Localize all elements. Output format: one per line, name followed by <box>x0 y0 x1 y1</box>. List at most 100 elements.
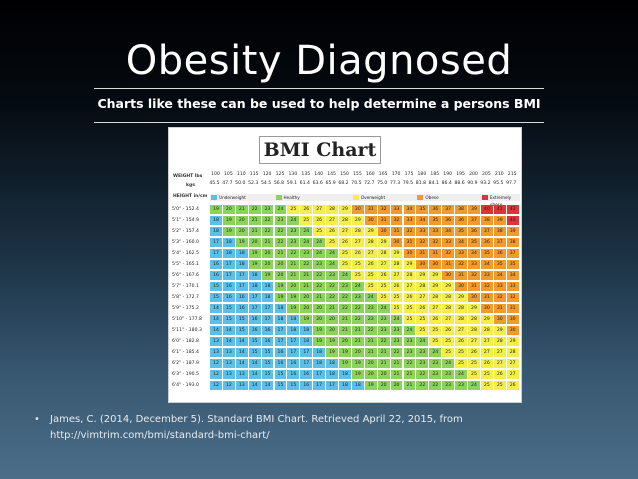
bmi-cell: 14 <box>210 315 222 324</box>
bmi-cell: 19 <box>248 260 261 269</box>
bmi-cell: 16 <box>235 304 248 313</box>
bmi-cell: 26 <box>339 238 351 247</box>
bmi-cell: 25 <box>390 304 403 313</box>
bmi-cell: 21 <box>364 337 377 346</box>
bmi-cell: 34 <box>442 227 455 236</box>
bmi-cell: 33 <box>403 216 416 225</box>
bmi-cell: 36 <box>429 205 442 214</box>
bmi-cell: 33 <box>429 227 442 236</box>
title-divider-bottom <box>94 122 544 123</box>
height-label-cell: 5'7" - 170.1 <box>172 284 199 289</box>
bmi-cell: 20 <box>261 260 274 269</box>
bmi-cell: 32 <box>455 260 467 269</box>
bmi-cell: 20 <box>326 315 338 324</box>
bmi-cell: 32 <box>442 249 455 258</box>
bmi-cell: 23 <box>300 249 313 258</box>
bmi-cell: 29 <box>351 216 364 225</box>
bmi-cell: 25 <box>442 348 455 357</box>
bmi-cell: 28 <box>326 205 338 214</box>
bmi-cell: 17 <box>222 260 235 269</box>
bmi-cell: 24 <box>403 326 416 335</box>
bmi-cell: 29 <box>416 271 429 280</box>
bmi-cell: 26 <box>403 293 416 302</box>
weight-lbs-value: 115 <box>249 172 259 177</box>
bmi-cell: 17 <box>287 348 300 357</box>
height-label-cell: 5'1" - 154.9 <box>172 218 199 223</box>
bmi-cell: 20 <box>235 227 248 236</box>
bmi-cell: 39 <box>493 216 506 225</box>
bmi-cell: 30 <box>351 205 364 214</box>
bmi-cell: 28 <box>455 315 467 324</box>
bmi-cell: 23 <box>364 315 377 324</box>
bmi-cell: 25 <box>480 381 493 390</box>
bmi-cell: 18 <box>235 249 248 258</box>
bmi-cell: 18 <box>326 370 338 379</box>
bmi-cell: 17 <box>313 381 326 390</box>
bmi-cell: 32 <box>390 216 403 225</box>
bmi-cell: 19 <box>287 304 300 313</box>
bmi-cell: 23 <box>313 260 326 269</box>
weight-kg-value: 93.2 <box>480 181 491 186</box>
bmi-cell: 24 <box>364 293 377 302</box>
bmi-cell: 23 <box>403 348 416 357</box>
bmi-cell: 21 <box>390 359 403 368</box>
weight-lbs-value: 190 <box>443 172 453 177</box>
bmi-cell: 19 <box>339 359 351 368</box>
bmi-cell: 18 <box>300 337 313 346</box>
bmi-cell: 23 <box>377 315 390 324</box>
bmi-cell: 30 <box>416 260 429 269</box>
bmi-cell: 18 <box>351 381 364 390</box>
bmi-cell: 17 <box>274 326 287 335</box>
bmi-cell: 26 <box>326 227 338 236</box>
bmi-cell: 27 <box>480 348 493 357</box>
bmi-cell: 38 <box>480 216 493 225</box>
bmi-cell: 23 <box>429 359 442 368</box>
bmi-cell: 22 <box>339 293 351 302</box>
bmi-cell: 34 <box>416 216 429 225</box>
bmi-cell: 26 <box>364 260 377 269</box>
weight-lbs-value: 120 <box>262 172 272 177</box>
bmi-cell: 27 <box>326 216 338 225</box>
bmi-cell: 24 <box>300 227 313 236</box>
bmi-cell: 21 <box>351 337 364 346</box>
bmi-cell: 29 <box>429 282 442 291</box>
bmi-cell: 13 <box>222 348 235 357</box>
bmi-cell: 19 <box>351 359 364 368</box>
bmi-cell: 18 <box>300 326 313 335</box>
bmi-cell: 13 <box>222 359 235 368</box>
bmi-cell: 31 <box>442 260 455 269</box>
bmi-cell: 15 <box>261 359 274 368</box>
bmi-cell: 13 <box>235 370 248 379</box>
bmi-cell: 19 <box>313 337 326 346</box>
bmi-cell: 37 <box>442 205 455 214</box>
bmi-cell: 21 <box>351 326 364 335</box>
bmi-cell: 15 <box>210 293 222 302</box>
bmi-cell: 30 <box>480 304 493 313</box>
bmi-cell: 16 <box>248 326 261 335</box>
bmi-cell: 17 <box>300 359 313 368</box>
bmi-cell: 30 <box>403 249 416 258</box>
bmi-cell: 14 <box>235 337 248 346</box>
bmi-cell: 30 <box>429 260 442 269</box>
legend-label: Underweight <box>219 195 246 200</box>
bmi-cell: 17 <box>261 315 274 324</box>
bmi-cell: 22 <box>403 359 416 368</box>
bmi-cell: 28 <box>390 260 403 269</box>
bmi-cell: 34 <box>480 260 493 269</box>
bmi-cell: 25 <box>390 293 403 302</box>
bmi-cell: 24 <box>351 282 364 291</box>
bmi-cell: 27 <box>390 271 403 280</box>
bmi-cell: 22 <box>313 271 326 280</box>
weight-lbs-value: 140 <box>314 172 324 177</box>
reference-citation: James, C. (2014, December 5). Standard B… <box>50 414 463 441</box>
bmi-cell: 31 <box>493 304 506 313</box>
weight-kg-value: 45.5 <box>209 181 220 186</box>
weight-kg-value: 61.4 <box>299 181 310 186</box>
bmi-cell: 37 <box>493 238 506 247</box>
bmi-cell: 27 <box>442 315 455 324</box>
bmi-cell: 12 <box>210 359 222 368</box>
weight-lbs-value: 160 <box>365 172 375 177</box>
height-label-cell: 5'5" - 165.1 <box>172 262 199 267</box>
bmi-cell: 21 <box>364 348 377 357</box>
weight-kg-value: 70.5 <box>351 181 362 186</box>
